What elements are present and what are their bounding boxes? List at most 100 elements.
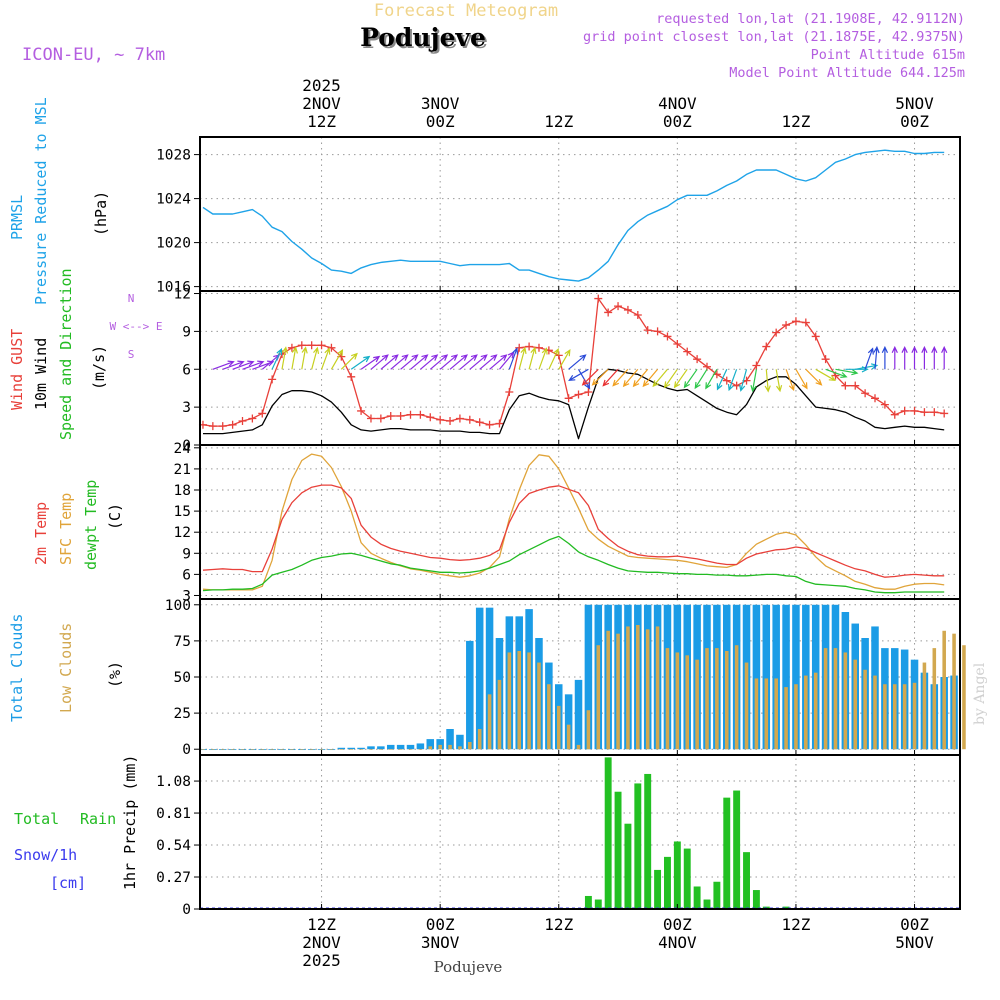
- low-cloud-bar: [300, 749, 304, 750]
- wind-arrow: [291, 346, 298, 370]
- gust-point: [594, 294, 603, 303]
- gust-point: [653, 327, 662, 336]
- precip-label-total: Total: [14, 810, 59, 828]
- low-cloud-bar: [280, 749, 284, 750]
- top-time-label: 5NOV 00Z: [895, 94, 934, 131]
- wind-arrow: [931, 345, 938, 370]
- y-tick-label: 0.81: [156, 806, 191, 822]
- wind-arrow: [835, 368, 859, 376]
- low-cloud-bar: [379, 749, 383, 750]
- gust-point: [386, 411, 395, 420]
- gust-point: [811, 332, 820, 341]
- low-cloud-bar: [922, 662, 927, 750]
- gust-point: [416, 410, 425, 419]
- bottom-time-label: 12Z: [781, 915, 810, 934]
- y-tick-label: 0.27: [156, 870, 191, 886]
- wind-arrow: [727, 369, 738, 392]
- low-cloud-bar: [665, 648, 670, 750]
- wind-arrow: [311, 346, 320, 370]
- gust-point: [900, 406, 909, 415]
- gust-point: [752, 361, 761, 370]
- pressure-labels: PRMSL Pressure Reduced to MSL (hPa): [8, 97, 110, 305]
- gust-point: [821, 355, 830, 364]
- y-tick-label: 1024: [156, 192, 191, 208]
- total-cloud-bar: [456, 734, 464, 750]
- panel-frame: [199, 754, 961, 910]
- low-cloud-bar: [211, 749, 215, 750]
- bottom-time-label: 12Z: [544, 915, 573, 934]
- low-cloud-bar: [724, 651, 729, 750]
- wind-arrow: [602, 368, 619, 387]
- gust-point: [693, 355, 702, 364]
- compass-north: N: [128, 292, 135, 305]
- wind-arrow: [528, 346, 537, 370]
- total-cloud-bar: [357, 747, 365, 750]
- cloud-label-total: Total Clouds: [8, 614, 26, 722]
- low-cloud-bar: [952, 633, 956, 750]
- gust-point: [465, 415, 474, 424]
- total-cloud-bar: [466, 640, 474, 750]
- low-cloud-bar: [942, 630, 946, 750]
- panel-frame: [199, 290, 961, 446]
- gust-point: [673, 340, 682, 349]
- location-title-shadow: Podujeve: [362, 25, 488, 54]
- total-cloud-bar: [782, 604, 790, 750]
- temp-label-dew: dewpt Temp: [82, 480, 100, 570]
- wind-speed-line: [203, 368, 945, 440]
- y-tick-label: 1.08: [156, 774, 191, 790]
- low-cloud-bar: [260, 749, 265, 750]
- total-cloud-bar: [446, 729, 454, 750]
- top-time-label: 2025 2NOV 12Z: [302, 76, 341, 131]
- low-cloud-bar: [784, 687, 788, 750]
- wind-arrow: [410, 354, 429, 370]
- low-cloud-bar: [408, 749, 413, 750]
- gust-point: [455, 414, 464, 423]
- low-cloud-bar: [655, 626, 660, 750]
- rain-bar: [733, 790, 741, 909]
- dewpoint-line: [202, 535, 945, 594]
- gust-point: [426, 413, 435, 422]
- y-tick-label: 15: [174, 504, 191, 520]
- gust-point: [287, 343, 296, 352]
- compass-south: S: [128, 348, 135, 361]
- low-cloud-bar: [774, 678, 778, 750]
- wind-arrow: [489, 354, 508, 370]
- wind-arrow: [591, 368, 609, 386]
- axis-layer: 2025 2NOV 12Z 3NOV 00Z 12Z 4NOV 00Z 12Z 5NOV 00Z 12…: [156, 76, 934, 970]
- precip-unit: 1hr Precip (mm): [121, 755, 139, 890]
- low-cloud-bar: [892, 684, 897, 750]
- wind-arrow: [469, 354, 488, 370]
- low-cloud-bar: [843, 652, 848, 750]
- precip-label-snow: Snow/1h: [14, 846, 77, 864]
- wind-arrow: [612, 368, 629, 387]
- wind-arrow: [642, 368, 659, 388]
- low-cloud-bar: [398, 749, 403, 750]
- gust-point: [376, 414, 385, 423]
- wind-arrow: [864, 347, 874, 370]
- low-cloud-bar: [220, 749, 225, 750]
- total-cloud-bar: [772, 604, 780, 750]
- y-tick-label: 75: [174, 634, 191, 650]
- y-tick-label: 3: [182, 400, 191, 416]
- wind-arrow: [340, 352, 358, 370]
- y-tick-label: 0: [182, 438, 191, 454]
- low-cloud-bar: [418, 749, 423, 750]
- gust-point: [238, 417, 247, 426]
- frame-layer: [199, 136, 961, 910]
- low-cloud-bar: [448, 744, 452, 750]
- grid-layer: [200, 137, 960, 910]
- gust-point: [772, 328, 781, 337]
- gust-point: [880, 400, 889, 409]
- y-tick-label: 0.54: [156, 838, 191, 854]
- temp-label-sfc: SFC Temp: [57, 493, 75, 565]
- low-cloud-bar: [645, 629, 650, 750]
- wind-arrow: [921, 345, 928, 370]
- wind-arrow: [508, 347, 519, 370]
- wind-labels: Wind GUST 10m Wind Speed and Direction (…: [8, 268, 162, 440]
- wind-arrow: [750, 369, 757, 393]
- gust-point: [297, 341, 306, 350]
- gust-point: [485, 420, 494, 429]
- low-cloud-bar: [932, 648, 937, 750]
- rain-bar: [693, 886, 701, 909]
- low-cloud-bar: [873, 675, 877, 750]
